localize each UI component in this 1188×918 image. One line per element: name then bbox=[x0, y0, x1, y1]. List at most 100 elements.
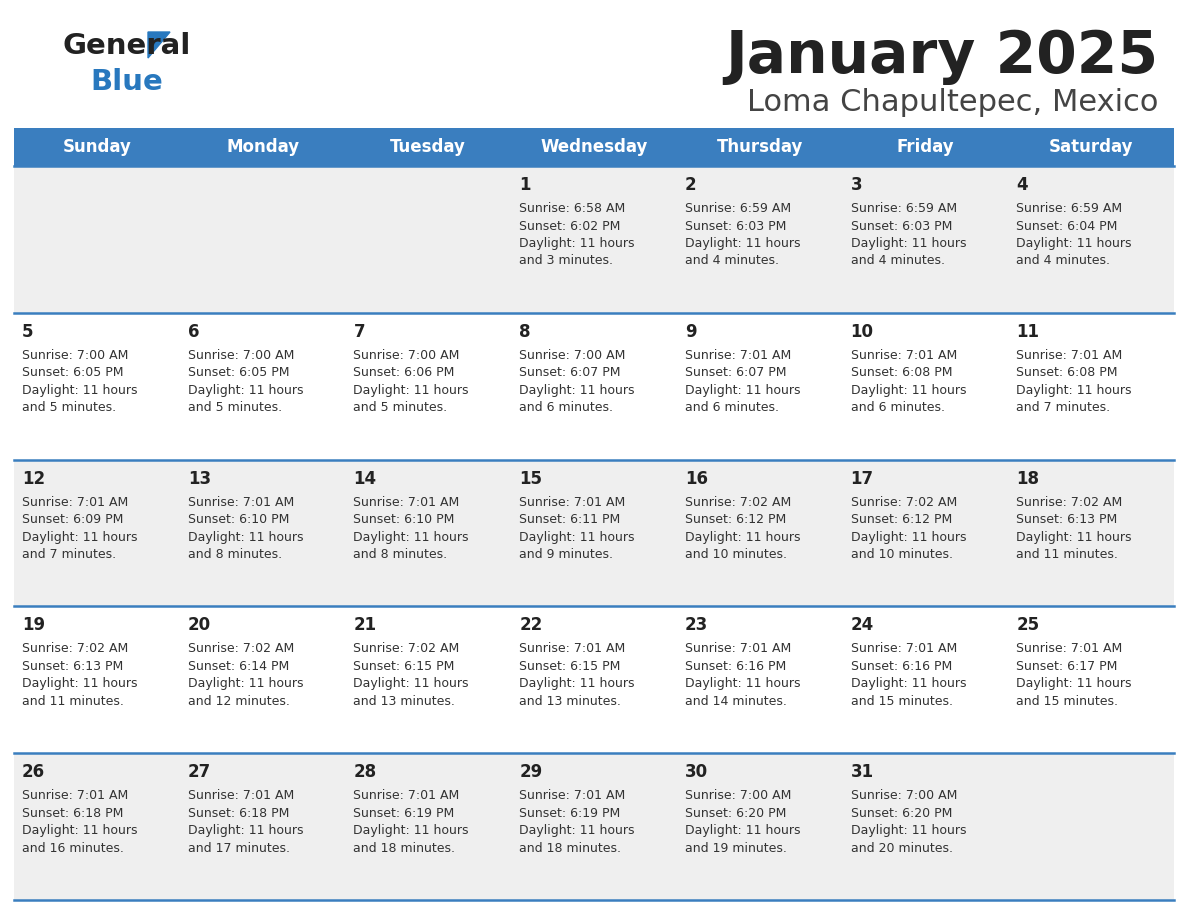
Text: Sunset: 6:19 PM: Sunset: 6:19 PM bbox=[353, 807, 455, 820]
Text: and 11 minutes.: and 11 minutes. bbox=[1016, 548, 1118, 561]
Text: Wednesday: Wednesday bbox=[541, 138, 647, 156]
Text: Sunrise: 6:58 AM: Sunrise: 6:58 AM bbox=[519, 202, 625, 215]
Text: Daylight: 11 hours: Daylight: 11 hours bbox=[684, 237, 801, 250]
Text: Sunset: 6:20 PM: Sunset: 6:20 PM bbox=[851, 807, 952, 820]
Text: Sunset: 6:13 PM: Sunset: 6:13 PM bbox=[23, 660, 124, 673]
Text: 25: 25 bbox=[1016, 616, 1040, 634]
Text: Sunrise: 7:01 AM: Sunrise: 7:01 AM bbox=[353, 789, 460, 802]
Text: Sunrise: 7:02 AM: Sunrise: 7:02 AM bbox=[353, 643, 460, 655]
Text: and 10 minutes.: and 10 minutes. bbox=[851, 548, 953, 561]
Bar bbox=[14, 166, 1174, 313]
Text: and 4 minutes.: and 4 minutes. bbox=[1016, 254, 1111, 267]
Bar bbox=[14, 460, 1174, 607]
Text: Daylight: 11 hours: Daylight: 11 hours bbox=[519, 677, 634, 690]
Text: Sunset: 6:03 PM: Sunset: 6:03 PM bbox=[684, 219, 786, 232]
Text: 23: 23 bbox=[684, 616, 708, 634]
Text: 14: 14 bbox=[353, 470, 377, 487]
Text: and 14 minutes.: and 14 minutes. bbox=[684, 695, 786, 708]
Text: Friday: Friday bbox=[897, 138, 954, 156]
Bar bbox=[511, 128, 677, 166]
Text: Daylight: 11 hours: Daylight: 11 hours bbox=[851, 824, 966, 837]
Text: Sunset: 6:11 PM: Sunset: 6:11 PM bbox=[519, 513, 620, 526]
Text: 7: 7 bbox=[353, 323, 365, 341]
Bar bbox=[14, 607, 1174, 753]
Text: 27: 27 bbox=[188, 763, 211, 781]
Text: and 7 minutes.: and 7 minutes. bbox=[23, 548, 116, 561]
Text: Daylight: 11 hours: Daylight: 11 hours bbox=[23, 824, 138, 837]
Text: and 13 minutes.: and 13 minutes. bbox=[353, 695, 455, 708]
Text: Daylight: 11 hours: Daylight: 11 hours bbox=[23, 677, 138, 690]
Text: Sunrise: 6:59 AM: Sunrise: 6:59 AM bbox=[684, 202, 791, 215]
Text: 11: 11 bbox=[1016, 323, 1040, 341]
Text: 26: 26 bbox=[23, 763, 45, 781]
Text: and 6 minutes.: and 6 minutes. bbox=[519, 401, 613, 414]
Text: and 7 minutes.: and 7 minutes. bbox=[1016, 401, 1111, 414]
Text: 10: 10 bbox=[851, 323, 873, 341]
Text: 30: 30 bbox=[684, 763, 708, 781]
Text: Sunset: 6:16 PM: Sunset: 6:16 PM bbox=[851, 660, 952, 673]
Text: Sunset: 6:15 PM: Sunset: 6:15 PM bbox=[519, 660, 620, 673]
Text: Sunrise: 6:59 AM: Sunrise: 6:59 AM bbox=[851, 202, 956, 215]
Text: Sunset: 6:08 PM: Sunset: 6:08 PM bbox=[1016, 366, 1118, 379]
Text: and 18 minutes.: and 18 minutes. bbox=[353, 842, 455, 855]
Text: Sunset: 6:13 PM: Sunset: 6:13 PM bbox=[1016, 513, 1118, 526]
Text: Sunset: 6:02 PM: Sunset: 6:02 PM bbox=[519, 219, 620, 232]
Text: Sunset: 6:04 PM: Sunset: 6:04 PM bbox=[1016, 219, 1118, 232]
Text: and 13 minutes.: and 13 minutes. bbox=[519, 695, 621, 708]
Text: and 6 minutes.: and 6 minutes. bbox=[851, 401, 944, 414]
Text: 17: 17 bbox=[851, 470, 873, 487]
Text: Daylight: 11 hours: Daylight: 11 hours bbox=[188, 531, 303, 543]
Text: and 8 minutes.: and 8 minutes. bbox=[188, 548, 282, 561]
Text: Sunrise: 7:02 AM: Sunrise: 7:02 AM bbox=[851, 496, 956, 509]
Text: and 11 minutes.: and 11 minutes. bbox=[23, 695, 124, 708]
Text: and 4 minutes.: and 4 minutes. bbox=[851, 254, 944, 267]
Text: Daylight: 11 hours: Daylight: 11 hours bbox=[188, 384, 303, 397]
Text: Sunset: 6:05 PM: Sunset: 6:05 PM bbox=[188, 366, 289, 379]
Text: Sunrise: 7:02 AM: Sunrise: 7:02 AM bbox=[1016, 496, 1123, 509]
Text: and 10 minutes.: and 10 minutes. bbox=[684, 548, 786, 561]
Text: Thursday: Thursday bbox=[716, 138, 803, 156]
Text: 24: 24 bbox=[851, 616, 874, 634]
Text: and 5 minutes.: and 5 minutes. bbox=[23, 401, 116, 414]
Text: Loma Chapultepec, Mexico: Loma Chapultepec, Mexico bbox=[746, 88, 1158, 117]
Text: and 15 minutes.: and 15 minutes. bbox=[851, 695, 953, 708]
Text: and 8 minutes.: and 8 minutes. bbox=[353, 548, 448, 561]
Text: Daylight: 11 hours: Daylight: 11 hours bbox=[1016, 677, 1132, 690]
Text: Sunset: 6:07 PM: Sunset: 6:07 PM bbox=[519, 366, 620, 379]
Text: Sunrise: 7:00 AM: Sunrise: 7:00 AM bbox=[519, 349, 626, 362]
Text: 1: 1 bbox=[519, 176, 531, 194]
Text: 3: 3 bbox=[851, 176, 862, 194]
Text: 28: 28 bbox=[353, 763, 377, 781]
Text: Daylight: 11 hours: Daylight: 11 hours bbox=[353, 531, 469, 543]
Text: 2: 2 bbox=[684, 176, 696, 194]
Bar bbox=[1009, 128, 1174, 166]
Bar bbox=[14, 128, 179, 166]
Text: Sunrise: 7:01 AM: Sunrise: 7:01 AM bbox=[519, 643, 625, 655]
Text: Daylight: 11 hours: Daylight: 11 hours bbox=[684, 677, 801, 690]
Text: and 6 minutes.: and 6 minutes. bbox=[684, 401, 779, 414]
Text: 21: 21 bbox=[353, 616, 377, 634]
Text: Daylight: 11 hours: Daylight: 11 hours bbox=[23, 531, 138, 543]
Text: 5: 5 bbox=[23, 323, 33, 341]
Bar bbox=[179, 128, 346, 166]
Text: Daylight: 11 hours: Daylight: 11 hours bbox=[684, 384, 801, 397]
Text: Daylight: 11 hours: Daylight: 11 hours bbox=[353, 677, 469, 690]
Text: Sunset: 6:14 PM: Sunset: 6:14 PM bbox=[188, 660, 289, 673]
Text: Daylight: 11 hours: Daylight: 11 hours bbox=[684, 531, 801, 543]
Text: Sunrise: 7:02 AM: Sunrise: 7:02 AM bbox=[23, 643, 128, 655]
Text: Sunrise: 7:00 AM: Sunrise: 7:00 AM bbox=[353, 349, 460, 362]
Text: Daylight: 11 hours: Daylight: 11 hours bbox=[188, 824, 303, 837]
Text: Daylight: 11 hours: Daylight: 11 hours bbox=[851, 384, 966, 397]
Text: Daylight: 11 hours: Daylight: 11 hours bbox=[353, 384, 469, 397]
Bar bbox=[14, 313, 1174, 460]
Text: Daylight: 11 hours: Daylight: 11 hours bbox=[519, 531, 634, 543]
Text: Daylight: 11 hours: Daylight: 11 hours bbox=[519, 384, 634, 397]
Text: Sunset: 6:07 PM: Sunset: 6:07 PM bbox=[684, 366, 786, 379]
Text: January 2025: January 2025 bbox=[725, 28, 1158, 85]
Text: and 12 minutes.: and 12 minutes. bbox=[188, 695, 290, 708]
Text: Sunrise: 7:01 AM: Sunrise: 7:01 AM bbox=[1016, 349, 1123, 362]
Text: Sunset: 6:05 PM: Sunset: 6:05 PM bbox=[23, 366, 124, 379]
Text: 16: 16 bbox=[684, 470, 708, 487]
Text: 22: 22 bbox=[519, 616, 543, 634]
Text: Daylight: 11 hours: Daylight: 11 hours bbox=[353, 824, 469, 837]
